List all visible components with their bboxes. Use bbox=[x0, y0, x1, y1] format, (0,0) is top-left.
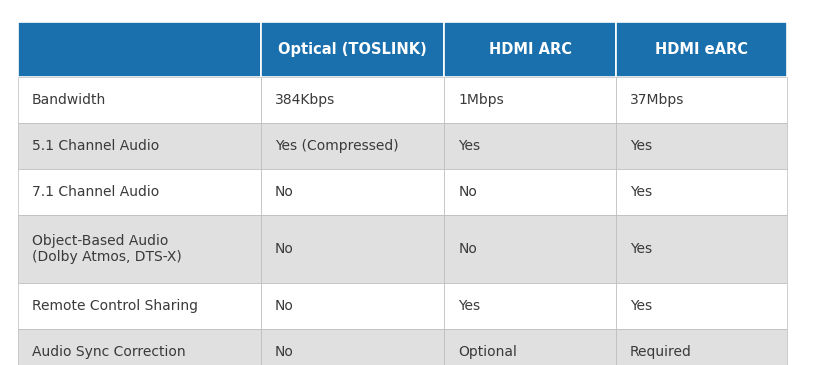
Text: No: No bbox=[275, 299, 294, 313]
Bar bbox=[444, 215, 616, 283]
Bar bbox=[261, 123, 444, 169]
Bar bbox=[616, 169, 787, 215]
Text: Yes: Yes bbox=[458, 299, 481, 313]
Bar bbox=[616, 123, 787, 169]
Bar bbox=[444, 123, 616, 169]
Text: Yes: Yes bbox=[630, 299, 652, 313]
Bar bbox=[18, 215, 261, 283]
Bar bbox=[444, 329, 616, 365]
Text: No: No bbox=[275, 242, 294, 256]
Bar bbox=[444, 22, 616, 77]
Bar bbox=[261, 215, 444, 283]
Text: 7.1 Channel Audio: 7.1 Channel Audio bbox=[32, 185, 159, 199]
Text: 5.1 Channel Audio: 5.1 Channel Audio bbox=[32, 139, 159, 153]
Text: Yes: Yes bbox=[458, 139, 481, 153]
Bar bbox=[444, 169, 616, 215]
Text: 37Mbps: 37Mbps bbox=[630, 93, 684, 107]
Bar bbox=[616, 283, 787, 329]
Text: Object-Based Audio
(Dolby Atmos, DTS-X): Object-Based Audio (Dolby Atmos, DTS-X) bbox=[32, 234, 182, 264]
Bar bbox=[261, 283, 444, 329]
Text: Bandwidth: Bandwidth bbox=[32, 93, 107, 107]
Text: Yes: Yes bbox=[630, 139, 652, 153]
Text: HDMI ARC: HDMI ARC bbox=[489, 42, 571, 57]
Bar bbox=[18, 123, 261, 169]
Text: Yes: Yes bbox=[630, 185, 652, 199]
Bar bbox=[18, 329, 261, 365]
Text: Optional: Optional bbox=[458, 345, 517, 359]
Bar bbox=[261, 169, 444, 215]
Bar bbox=[616, 329, 787, 365]
Bar bbox=[444, 77, 616, 123]
Text: Yes: Yes bbox=[630, 242, 652, 256]
Text: No: No bbox=[275, 345, 294, 359]
Text: 1Mbps: 1Mbps bbox=[458, 93, 504, 107]
Bar bbox=[616, 215, 787, 283]
Bar bbox=[444, 283, 616, 329]
Text: Remote Control Sharing: Remote Control Sharing bbox=[32, 299, 198, 313]
Text: Optical (TOSLINK): Optical (TOSLINK) bbox=[278, 42, 427, 57]
Bar bbox=[18, 283, 261, 329]
Bar bbox=[261, 77, 444, 123]
Bar bbox=[261, 329, 444, 365]
Text: HDMI eARC: HDMI eARC bbox=[655, 42, 748, 57]
Bar bbox=[18, 22, 261, 77]
Text: Required: Required bbox=[630, 345, 691, 359]
Text: 384Kbps: 384Kbps bbox=[275, 93, 336, 107]
Text: Audio Sync Correction: Audio Sync Correction bbox=[32, 345, 186, 359]
Bar bbox=[616, 22, 787, 77]
Bar bbox=[616, 77, 787, 123]
Bar bbox=[18, 169, 261, 215]
Bar bbox=[261, 22, 444, 77]
Text: Yes (Compressed): Yes (Compressed) bbox=[275, 139, 399, 153]
Text: No: No bbox=[458, 185, 477, 199]
Text: No: No bbox=[275, 185, 294, 199]
Text: No: No bbox=[458, 242, 477, 256]
Bar bbox=[18, 77, 261, 123]
